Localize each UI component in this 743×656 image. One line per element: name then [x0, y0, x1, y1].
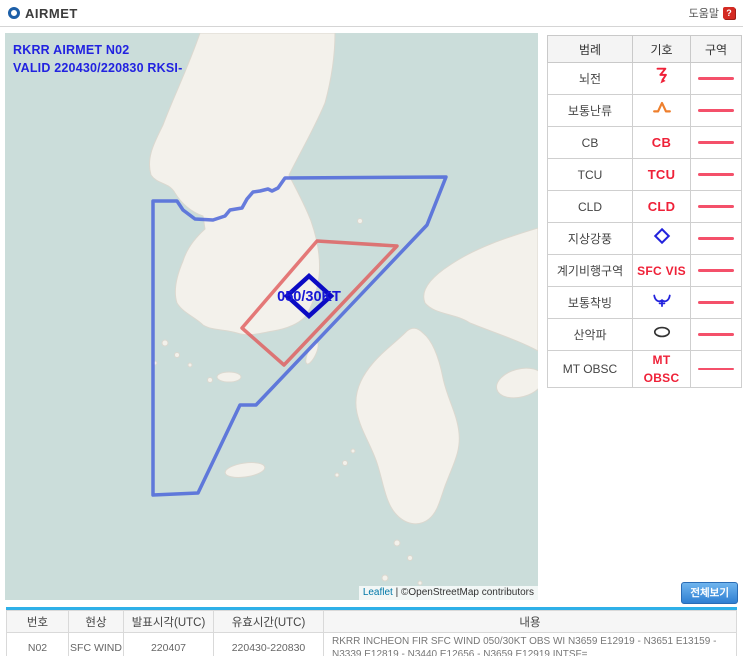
legend-header-cell: 기호 [632, 35, 691, 63]
legend-header-cell: 구역 [690, 35, 742, 63]
top-header-bar: AIRMET 도움말 ? [0, 0, 743, 27]
legend-label: 보통착빙 [547, 286, 633, 319]
legend-zone-cell [690, 254, 742, 287]
legend-symbol-text: CLD [647, 198, 676, 214]
airmet-table-header-cell: 유효시간(UTC) [213, 610, 324, 633]
leaflet-link[interactable]: Leaflet [362, 587, 393, 598]
legend-label: 지상강풍 [547, 222, 633, 255]
legend-symbol-cell: CB [632, 126, 691, 159]
airmet-area-polygon[interactable] [240, 239, 399, 367]
map-landmass-japan [334, 227, 538, 586]
zone-line-icon [698, 77, 734, 80]
legend-symbol-cell [632, 62, 691, 95]
zone-line-icon [698, 109, 734, 112]
legend-row: 지상강풍 [547, 222, 742, 255]
legend-zone-cell [690, 62, 742, 95]
legend-label: 보통난류 [547, 94, 633, 127]
leaflet-map[interactable]: 050/30KT RKRR AIRMET N02 VALID 220430/22… [5, 33, 538, 600]
legend-row: MT OBSC MT OBSC [547, 350, 742, 388]
legend-symbol-cell [632, 286, 691, 319]
map-landmass-korea [149, 33, 363, 478]
zone-line-icon [698, 333, 734, 336]
legend-label: 계기비행구역 [547, 254, 633, 287]
legend-zone-cell [690, 94, 742, 127]
airmet-table-row[interactable]: N02 SFC WIND 220407 220430-220830 RKRR INCHE… [6, 632, 737, 656]
airmet-table-cell: SFC WIND [68, 632, 124, 656]
airmet-table-header-cell: 번호 [6, 610, 69, 633]
legend-row: 보통착빙 [547, 286, 742, 319]
legend-label: MT OBSC [547, 350, 633, 388]
page-title: AIRMET [25, 5, 78, 21]
legend-label: 산악파 [547, 318, 633, 351]
airmet-message-cell: RKRR INCHEON FIR SFC WIND 050/30KT OBS W… [323, 632, 737, 656]
zone-line-icon [698, 301, 734, 304]
fir-boundary-polygon[interactable] [151, 175, 448, 497]
map-canvas: 050/30KT [5, 33, 538, 600]
zone-line-icon [698, 237, 734, 240]
legend-symbol-cell [632, 94, 691, 127]
surface-wind-marker-label: 050/30KT [277, 289, 341, 305]
legend-header-cell: 범례 [547, 35, 633, 63]
legend-label: CB [547, 126, 633, 159]
zone-line-icon [698, 141, 734, 144]
airmet-list-table: 번호 현상 발표시각(UTC) 유효시간(UTC) 내용 N02 SFC WIND 2204… [6, 610, 737, 656]
legend-symbol-text: CB [651, 134, 672, 150]
airmet-table-header-cell: 발표시각(UTC) [123, 610, 214, 633]
airmet-table-header-cell: 현상 [68, 610, 124, 633]
legend-symbol-cell: CLD [632, 190, 691, 223]
airmet-header-text: RKRR AIRMET N02 VALID 220430/220830 RKSI… [13, 41, 182, 77]
airmet-id-line: RKRR AIRMET N02 [13, 43, 130, 57]
legend-zone-cell [690, 286, 742, 319]
airmet-table-header-cell: 내용 [323, 610, 737, 633]
map-attribution: Leaflet | ©OpenStreetMap contributors [358, 586, 538, 600]
legend-symbol-cell: TCU [632, 158, 691, 191]
legend-row: CLD CLD [547, 190, 742, 223]
airmet-list-section: 번호 현상 발표시각(UTC) 유효시간(UTC) 내용 N02 SFC WIND 2204… [6, 607, 737, 656]
legend-zone-cell [690, 318, 742, 351]
legend-symbol-text: MT OBSC [643, 353, 680, 385]
zone-line-icon [698, 173, 734, 176]
surface-wind-marker-icon[interactable] [283, 272, 335, 320]
osm-credit: | ©OpenStreetMap contributors [392, 587, 534, 598]
legend-zone-cell [690, 126, 742, 159]
airmet-table-cell: N02 [6, 632, 69, 656]
legend-symbol-cell [632, 318, 691, 351]
moderate-icing-icon [652, 294, 671, 307]
legend-row: TCU TCU [547, 158, 742, 191]
help-icon[interactable]: ? [723, 7, 735, 19]
legend-label: CLD [547, 190, 633, 223]
legend-symbol-cell: SFC VIS [632, 254, 691, 287]
airmet-logo-icon [8, 7, 20, 19]
legend-row: CB CB [547, 126, 742, 159]
legend-symbol-cell: MT OBSC [632, 350, 691, 388]
legend-label: TCU [547, 158, 633, 191]
zone-line-icon [698, 205, 734, 208]
airmet-table-header-row: 번호 현상 발표시각(UTC) 유효시간(UTC) 내용 [6, 610, 737, 633]
moderate-turbulence-icon [652, 101, 671, 113]
legend-zone-cell [690, 222, 742, 255]
airmet-valid-line: VALID 220430/220830 RKSI- [13, 61, 183, 75]
thunderstorm-icon [656, 67, 667, 84]
legend-symbol-text: TCU [647, 166, 676, 182]
airmet-table-cell: 220430-220830 [213, 632, 324, 656]
legend-zone-cell [690, 190, 742, 223]
legend-row: 보통난류 [547, 94, 742, 127]
legend-symbol-text: SFC VIS [637, 263, 686, 278]
legend-zone-cell [690, 158, 742, 191]
mountain-wave-icon [653, 326, 670, 338]
help-link[interactable]: 도움말 [688, 8, 719, 20]
legend-row: 계기비행구역 SFC VIS [547, 254, 742, 287]
view-all-button[interactable]: 전체보기 [681, 582, 738, 604]
legend-symbol-cell [632, 222, 691, 255]
zone-line-icon [698, 269, 734, 272]
legend-label: 뇌전 [547, 62, 633, 95]
zone-line-icon [698, 367, 734, 371]
legend-row: 산악파 [547, 318, 742, 351]
airmet-table-cell: 220407 [123, 632, 214, 656]
surface-strong-wind-icon [653, 227, 670, 245]
legend-header-row: 범례 기호 구역 [547, 35, 742, 63]
legend-zone-cell [690, 350, 742, 388]
legend-row: 뇌전 [547, 62, 742, 95]
legend-table: 범례 기호 구역 뇌전 보통난류 CB CB TCU TCU CLD CLD 지상강풍 계기비행… [547, 35, 742, 388]
